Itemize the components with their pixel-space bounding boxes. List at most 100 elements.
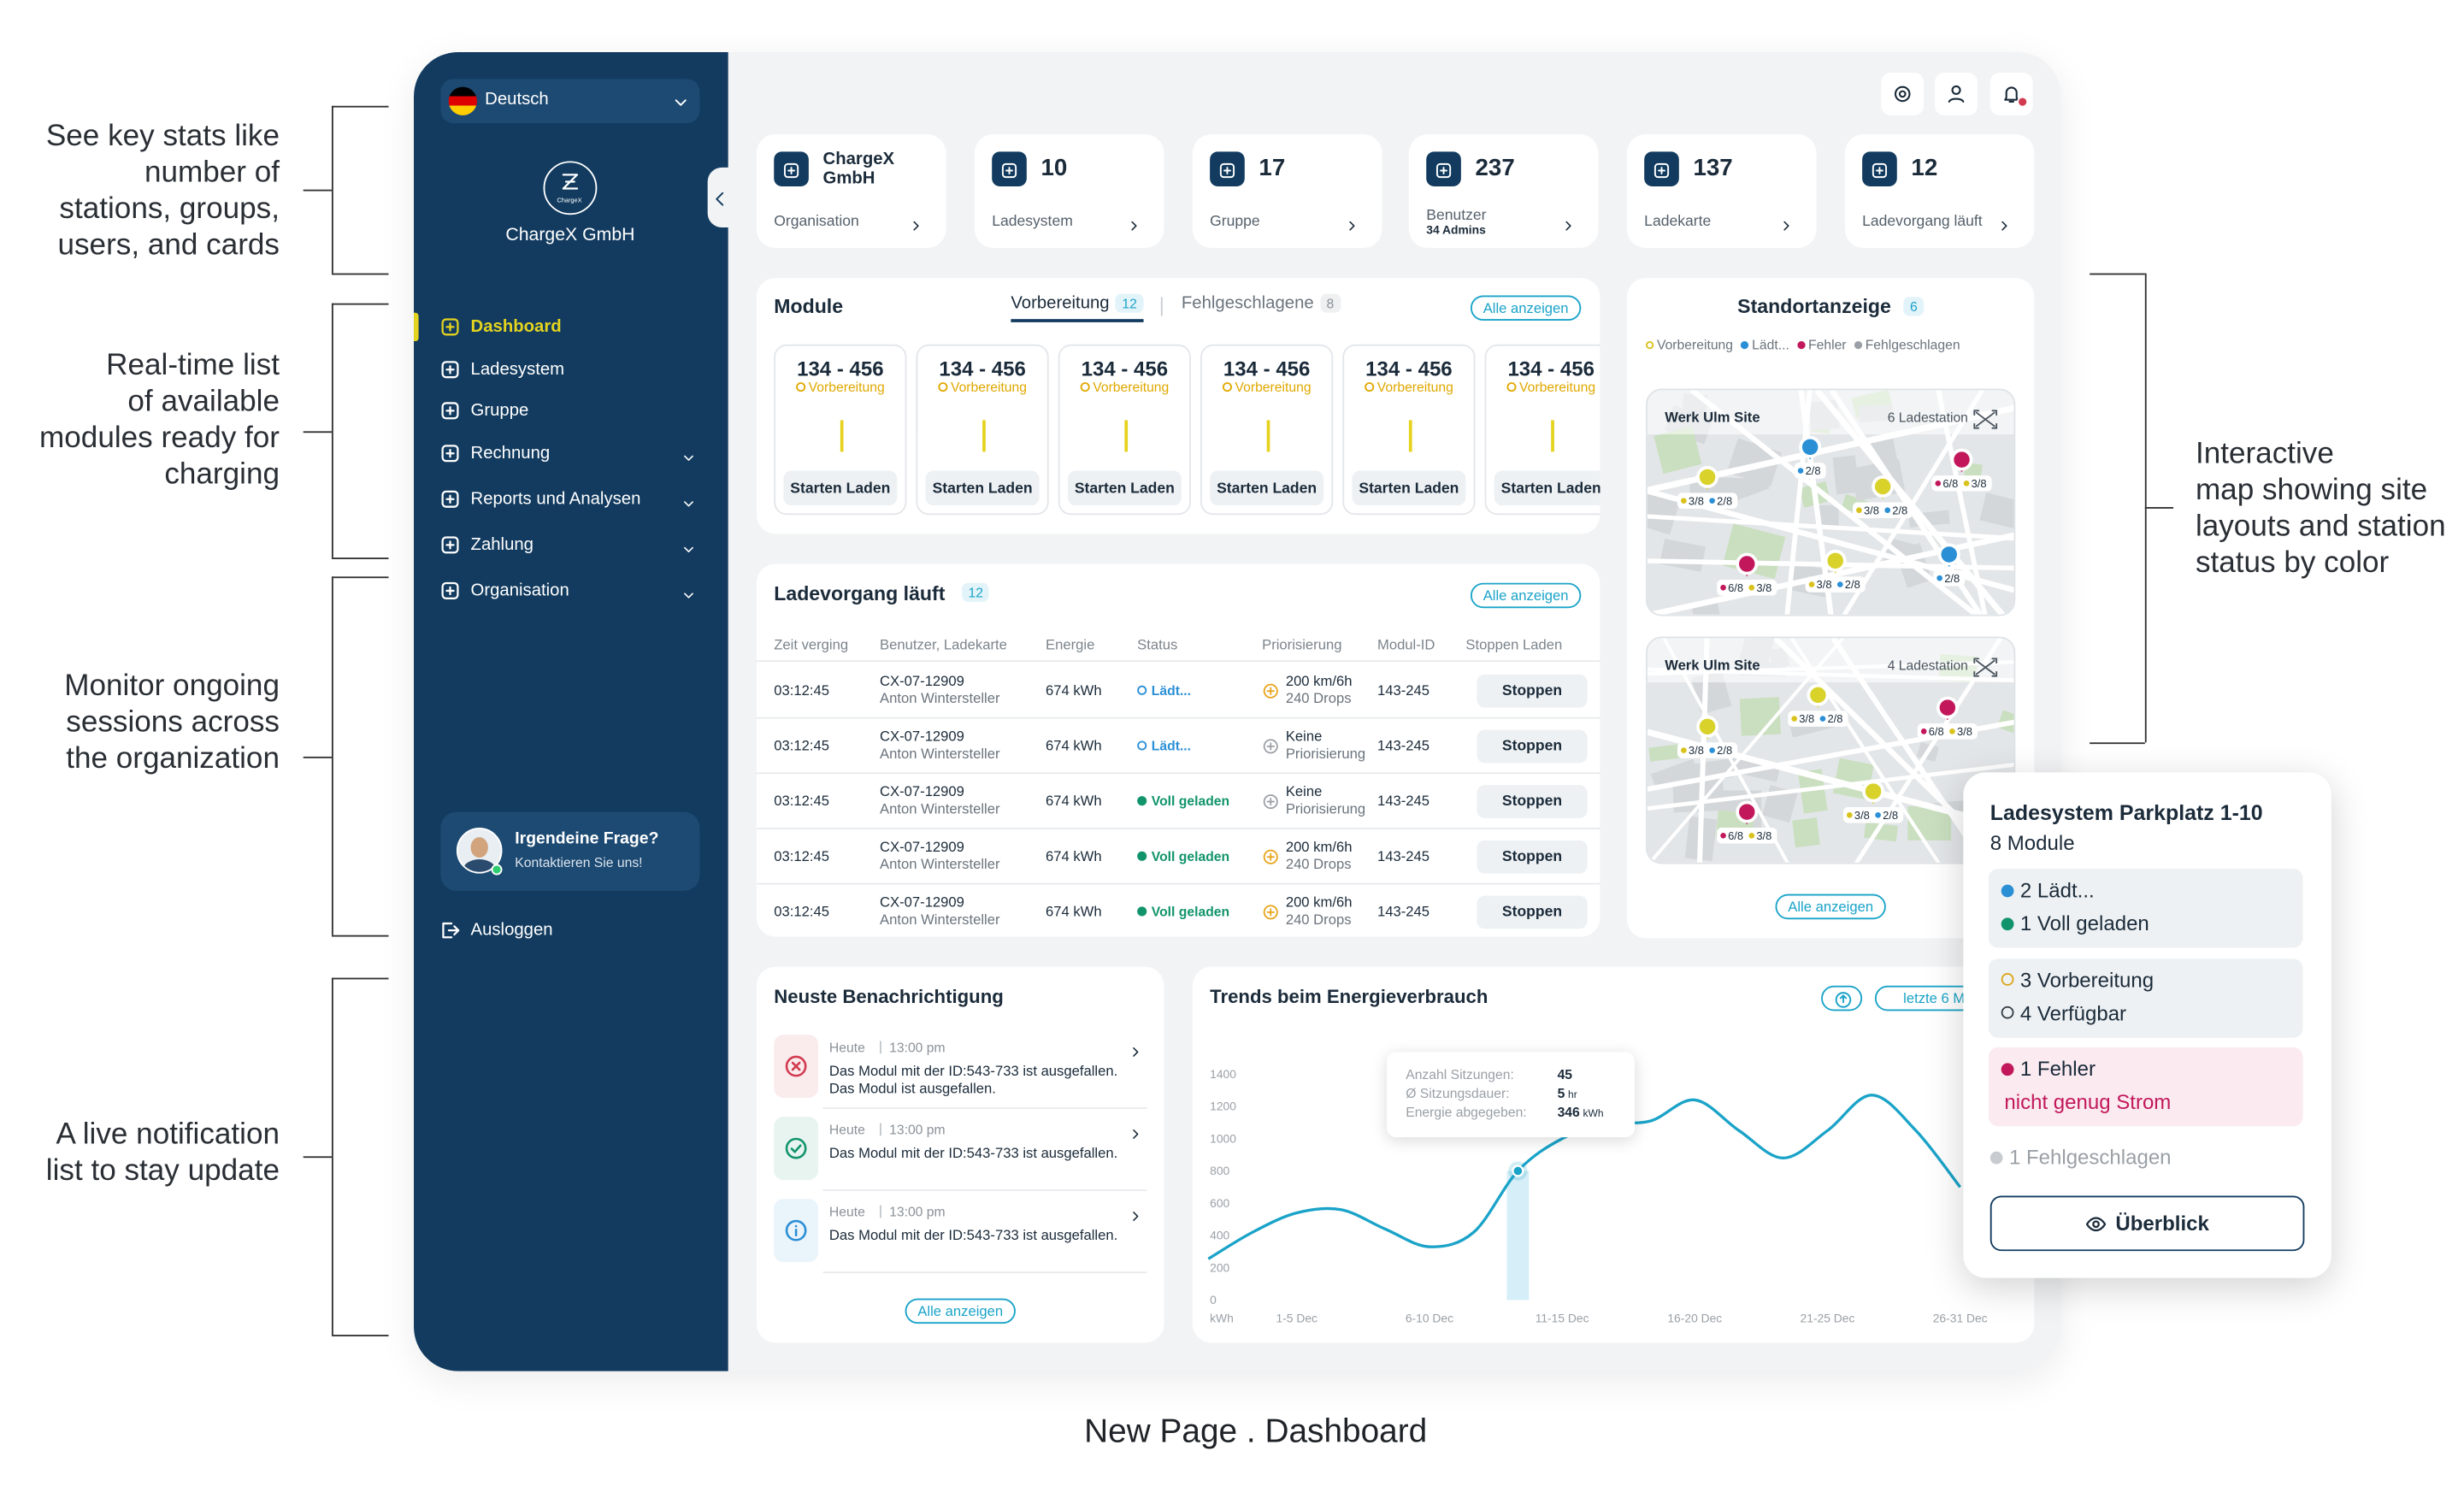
nav-label: Zahlung bbox=[470, 535, 534, 555]
icon-shape bbox=[1658, 167, 1665, 174]
nav-item[interactable]: Reports und Analysen bbox=[436, 485, 704, 513]
icon bbox=[557, 171, 583, 193]
icon bbox=[908, 213, 923, 231]
icon bbox=[1652, 160, 1671, 179]
pin-label-bg bbox=[1853, 502, 1913, 518]
icon bbox=[671, 91, 690, 110]
language-select[interactable]: Deutsch bbox=[440, 79, 700, 124]
notification-sep bbox=[880, 1041, 881, 1054]
status-marker bbox=[2001, 883, 2014, 897]
pin-label: 3/8 bbox=[1854, 809, 1870, 822]
status-row: 1 Fehlgeschlagen bbox=[1989, 1145, 2172, 1169]
icon bbox=[439, 399, 462, 422]
stat-card[interactable]: 237 Benutzer 34 Admins bbox=[1408, 134, 1599, 249]
logout[interactable]: Ausloggen bbox=[436, 917, 626, 945]
session-count: 12 bbox=[962, 582, 990, 602]
stop-button[interactable]: Stoppen bbox=[1477, 895, 1588, 929]
panel-title: Ladevorgang läuft bbox=[774, 582, 946, 605]
pin-label-dot bbox=[1681, 747, 1687, 753]
highlight-band bbox=[1506, 1171, 1530, 1300]
start-button[interactable]: Starten Laden bbox=[1494, 470, 1600, 506]
stop-button[interactable]: Stoppen bbox=[1477, 840, 1588, 874]
session-energy: 674 kWh bbox=[1046, 848, 1102, 864]
annotation-line: list to stay update bbox=[45, 1153, 280, 1188]
pin-label: 3/8 bbox=[1756, 829, 1771, 842]
station-popup: Ladesystem Parkplatz 1-10 8 Module 2 Lädt.… bbox=[1963, 772, 2331, 1278]
pin bbox=[1807, 683, 1830, 706]
nav-item[interactable]: Zahlung bbox=[436, 531, 704, 559]
start-button[interactable]: Starten Laden bbox=[1352, 470, 1466, 506]
nav-item[interactable]: Rechnung bbox=[436, 439, 704, 468]
view-all-button[interactable]: Alle anzeigen bbox=[1470, 582, 1582, 609]
tab[interactable]: Vorbereitung 12 bbox=[1011, 293, 1144, 313]
nav-item[interactable]: Gruppe bbox=[436, 397, 704, 425]
stat-card[interactable]: 137 Ladekarte bbox=[1626, 134, 1817, 249]
stat-value: 12 bbox=[1911, 155, 1938, 182]
view-all-button[interactable]: Alle anzeigen bbox=[1775, 893, 1886, 920]
stat-card[interactable]: 10 Ladesystem bbox=[974, 134, 1164, 249]
header-button[interactable] bbox=[1935, 72, 1978, 115]
stop-button[interactable]: Stoppen bbox=[1477, 729, 1588, 764]
notification[interactable]: Heute 13:00 pm Das Modul mit der ID:543-73… bbox=[757, 1035, 1164, 1113]
stop-button[interactable]: Stoppen bbox=[1477, 785, 1588, 818]
icon-shape bbox=[1435, 162, 1452, 179]
tab[interactable]: Fehlgeschlagene 8 bbox=[1182, 293, 1341, 313]
header-button[interactable] bbox=[1881, 72, 1925, 115]
bracket bbox=[331, 557, 389, 559]
pin-label-dot bbox=[1748, 584, 1755, 591]
nav-item[interactable]: Dashboard bbox=[436, 313, 704, 341]
status-note: nicht genug Strom bbox=[2004, 1089, 2172, 1114]
stop-button[interactable]: Stoppen bbox=[1477, 674, 1588, 708]
y-tick-label: 600 bbox=[1210, 1196, 1229, 1210]
stat-card[interactable]: ChargeX GmbH Organisation bbox=[756, 134, 946, 249]
notification[interactable]: Heute 13:00 pm Das Modul mit der ID:543-73… bbox=[757, 1117, 1164, 1195]
icon-shape bbox=[791, 1061, 801, 1071]
collapse-button[interactable] bbox=[707, 167, 730, 228]
stat-card[interactable]: 12 Ladevorgang läuft bbox=[1844, 134, 2035, 249]
legend-item: Vorbereitung bbox=[1646, 337, 1733, 352]
view-all-button[interactable]: Alle anzeigen bbox=[905, 1298, 1016, 1324]
start-button[interactable]: Starten Laden bbox=[1067, 470, 1182, 506]
expand-icon bbox=[1973, 658, 1998, 677]
site-map[interactable]: Werk Ulm Site 4 Ladestation 3/8 2/8 6/8 3/8 3/… bbox=[1646, 636, 2016, 864]
bracket bbox=[331, 105, 333, 274]
notification[interactable]: Heute 13:00 pm Das Modul mit der ID:543-73… bbox=[757, 1199, 1164, 1277]
nav-label: Gruppe bbox=[470, 401, 529, 421]
pin-label: 3/8 bbox=[1799, 712, 1814, 725]
stat-value: 17 bbox=[1259, 155, 1286, 182]
start-button[interactable]: Starten Laden bbox=[1210, 470, 1324, 506]
pin-label-bg bbox=[1842, 807, 1904, 823]
site-name: Werk Ulm Site bbox=[1665, 409, 1760, 425]
start-button[interactable]: Starten Laden bbox=[925, 470, 1040, 506]
icon-shape bbox=[1783, 221, 1789, 231]
help-card[interactable]: Irgendeine Frage? Kontaktieren Sie uns! bbox=[440, 811, 700, 891]
map-canvas: Werk Ulm Site 4 Ladestation 3/8 2/8 6/8 3/8 3/… bbox=[1647, 638, 2014, 863]
pin-label: 6/8 bbox=[1942, 477, 1958, 490]
export-button[interactable] bbox=[1821, 985, 1863, 1011]
site-map[interactable]: Werk Ulm Site 6 Ladestation 2/8 3/8 2/8 3/8 2/… bbox=[1646, 388, 2016, 616]
start-button[interactable]: Starten Laden bbox=[783, 470, 898, 506]
stat-card[interactable]: 17 Gruppe bbox=[1192, 134, 1382, 249]
nav-label: Reports und Analysen bbox=[470, 489, 641, 509]
annotation-line: sessions across bbox=[66, 705, 280, 739]
status-ring bbox=[1222, 382, 1232, 392]
nav-item[interactable]: Organisation bbox=[436, 576, 704, 605]
nav-item[interactable]: Ladesystem bbox=[436, 356, 704, 384]
status-ring bbox=[1364, 382, 1375, 392]
pin-label-dot bbox=[1884, 507, 1891, 514]
icon-shape bbox=[442, 922, 460, 939]
overview-button[interactable]: Überblick bbox=[1989, 1195, 2305, 1252]
pin-label: 3/8 bbox=[1689, 494, 1704, 507]
pin-label-dot bbox=[1748, 832, 1755, 839]
icon-shape bbox=[441, 490, 459, 508]
nav-label: Dashboard bbox=[470, 317, 562, 337]
view-all-button[interactable]: Alle anzeigen bbox=[1470, 295, 1582, 321]
header-button[interactable] bbox=[1989, 72, 2033, 115]
avatar-body bbox=[463, 859, 497, 872]
icon bbox=[439, 919, 462, 941]
icon-shape bbox=[1948, 97, 1965, 103]
status-row: 2 Lädt... bbox=[2001, 878, 2095, 902]
session-user: Anton Wintersteller bbox=[880, 856, 1000, 872]
chart-title: Trends beim Energieverbrauch bbox=[1210, 985, 1488, 1008]
